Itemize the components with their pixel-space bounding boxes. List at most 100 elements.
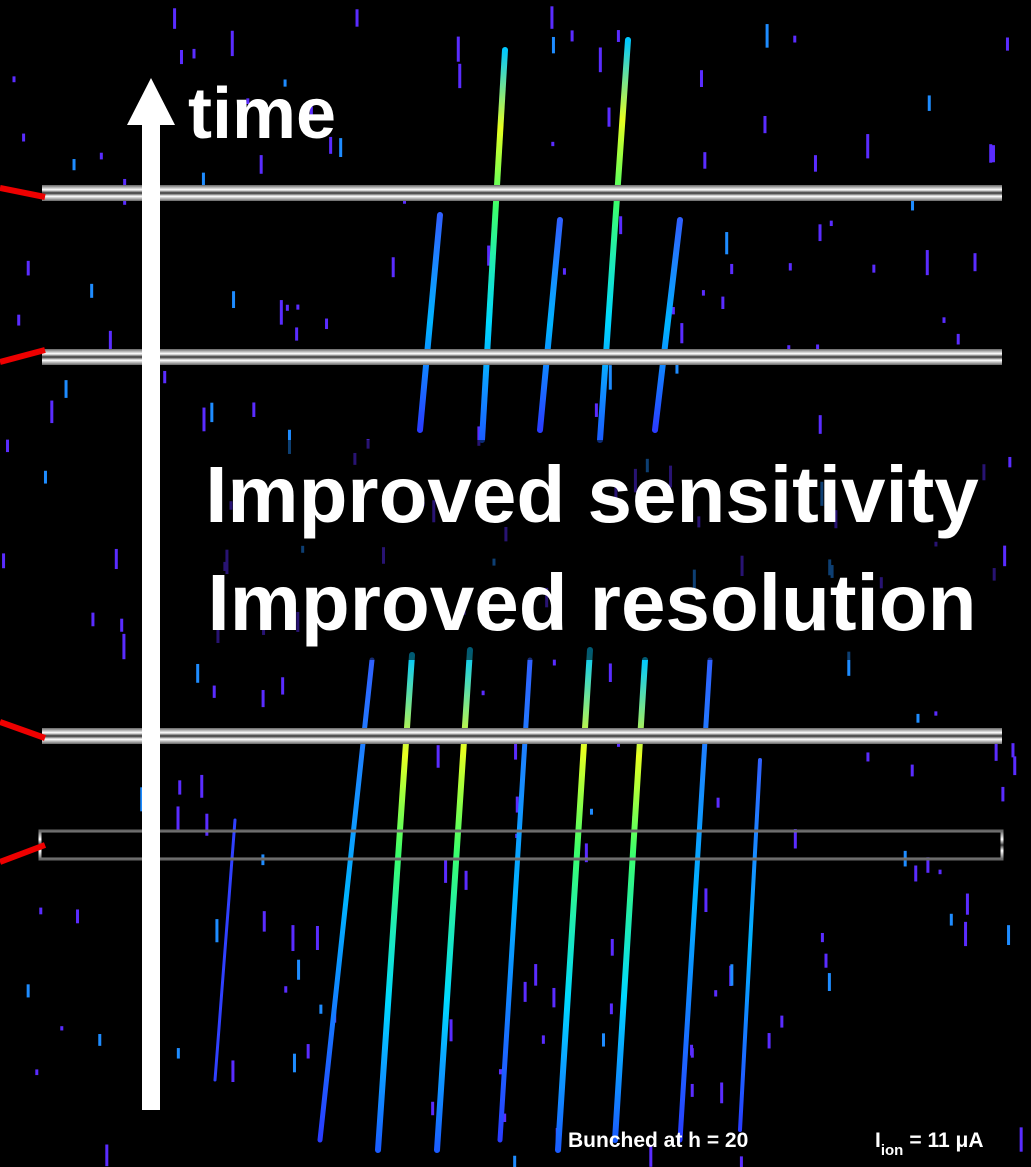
noise-speck xyxy=(765,24,769,48)
tube-line xyxy=(42,349,1002,365)
noise-speck xyxy=(601,1033,605,1047)
noise-speck xyxy=(232,291,236,309)
noise-speck xyxy=(105,1144,109,1167)
noise-speck xyxy=(259,155,263,174)
noise-speck xyxy=(279,300,283,325)
noise-speck xyxy=(541,1035,545,1044)
noise-speck xyxy=(1011,743,1015,758)
noise-speck xyxy=(176,1048,180,1059)
noise-speck xyxy=(818,415,822,434)
noise-speck xyxy=(964,921,968,947)
noise-speck xyxy=(730,964,734,986)
noise-speck xyxy=(210,402,214,423)
noise-speck xyxy=(552,987,556,1008)
arrow-shaft xyxy=(142,115,160,1110)
noise-speck xyxy=(205,813,209,836)
noise-speck xyxy=(914,865,918,882)
noise-speck xyxy=(315,925,319,950)
noise-speck xyxy=(1019,1127,1023,1152)
noise-speck xyxy=(938,869,942,875)
noise-speck xyxy=(649,1145,653,1167)
noise-speck xyxy=(464,870,468,890)
current-subscript: ion xyxy=(881,1142,904,1159)
guide-lines xyxy=(0,185,1004,865)
noise-speck xyxy=(926,857,930,873)
noise-speck xyxy=(12,76,16,83)
noise-speck xyxy=(284,986,288,993)
noise-speck xyxy=(1005,37,1009,51)
noise-speck xyxy=(703,152,707,169)
noise-speck xyxy=(847,651,851,676)
noise-speck xyxy=(793,35,797,43)
noise-speck xyxy=(609,1003,613,1015)
noise-speck xyxy=(680,323,684,344)
noise-speck xyxy=(610,938,614,956)
noise-speck xyxy=(1013,756,1017,776)
noise-speck xyxy=(178,780,182,795)
noise-speck xyxy=(444,860,448,883)
noise-speck xyxy=(739,1156,743,1167)
noise-speck xyxy=(481,690,485,696)
noise-speck xyxy=(306,1044,310,1059)
noise-speck xyxy=(827,973,831,991)
noise-speck xyxy=(780,1015,784,1028)
arrow-head xyxy=(127,78,175,125)
noise-speck xyxy=(140,787,144,812)
streak xyxy=(597,37,631,443)
noise-speck xyxy=(39,907,43,915)
noise-speck xyxy=(991,145,995,163)
noise-speck xyxy=(98,1034,102,1046)
noise-speck xyxy=(262,911,266,932)
streak xyxy=(479,47,508,443)
noise-speck xyxy=(26,260,30,276)
noise-speck xyxy=(552,659,556,666)
pointer xyxy=(0,719,47,741)
noise-speck xyxy=(671,307,675,315)
noise-speck xyxy=(477,426,481,446)
noise-speck xyxy=(725,232,729,255)
noise-speck xyxy=(458,63,462,89)
noise-speck xyxy=(212,685,216,698)
pointer xyxy=(0,185,46,200)
noise-speck xyxy=(1007,925,1011,946)
tube-line xyxy=(42,728,1002,744)
noise-speck xyxy=(261,690,265,708)
noise-speck xyxy=(173,8,177,29)
noise-speck xyxy=(200,774,204,798)
noise-speck xyxy=(297,959,301,980)
noise-speck xyxy=(818,224,822,242)
footer-current: Iion = 11 μA xyxy=(875,1129,984,1159)
noise-speck xyxy=(215,919,219,943)
noise-speck xyxy=(201,172,205,194)
noise-speck xyxy=(514,743,518,760)
noise-speck xyxy=(281,677,285,695)
noise-speck xyxy=(820,932,824,943)
noise-speck xyxy=(589,808,593,815)
noise-speck xyxy=(196,663,200,683)
current-symbol: I xyxy=(875,1129,881,1152)
noise-speck xyxy=(456,36,460,62)
noise-speck xyxy=(523,981,527,1002)
noise-speck xyxy=(202,407,206,432)
noise-speck xyxy=(431,1101,435,1116)
noise-speck xyxy=(120,618,124,632)
noise-speck xyxy=(76,909,80,924)
noise-speck xyxy=(99,152,103,160)
noise-speck xyxy=(608,365,612,390)
noise-speck xyxy=(122,633,126,660)
noise-speck xyxy=(246,98,250,105)
noise-speck xyxy=(699,70,703,88)
noise-speck xyxy=(291,925,295,952)
noise-speck xyxy=(562,268,566,275)
noise-speck xyxy=(1001,786,1005,802)
pointer xyxy=(0,842,47,865)
noise-speck xyxy=(866,752,870,762)
noise-speck xyxy=(721,296,725,309)
noise-speck xyxy=(607,107,611,127)
noise-speck xyxy=(436,745,440,768)
footer-condition: Bunched at h = 20 xyxy=(568,1129,748,1152)
noise-speck xyxy=(285,304,289,311)
noise-speck xyxy=(872,264,876,273)
noise-speck xyxy=(584,843,588,863)
